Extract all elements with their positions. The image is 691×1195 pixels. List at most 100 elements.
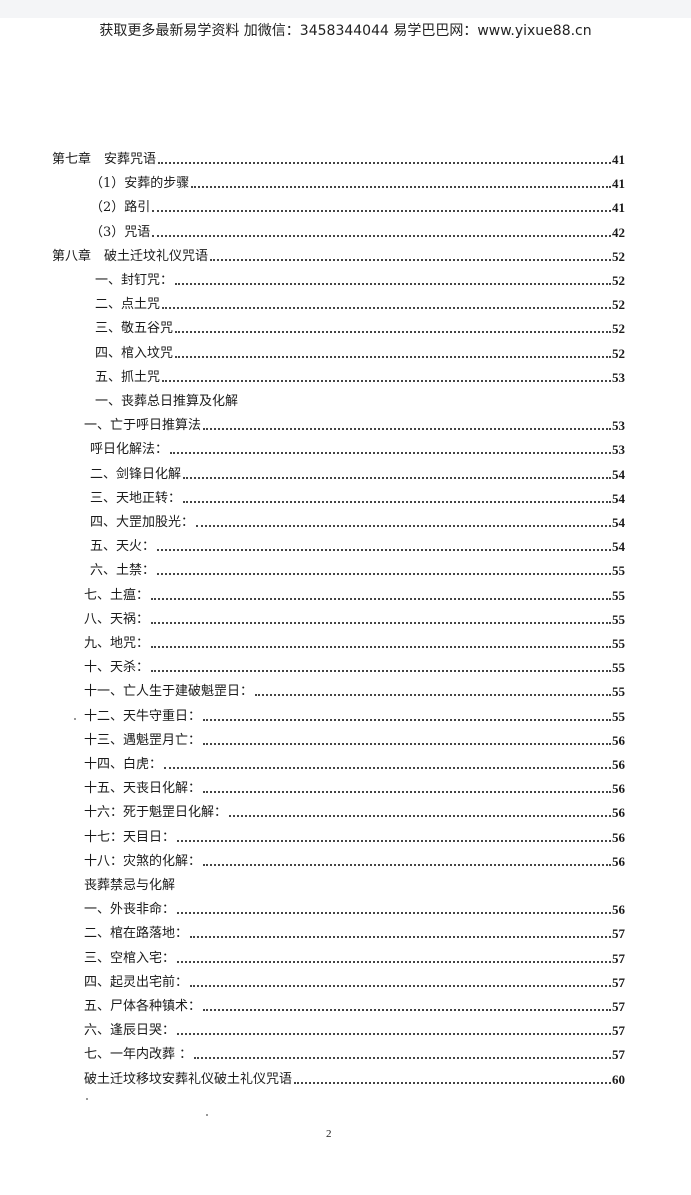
toc-entry-page: 57 — [612, 999, 625, 1014]
leader-dots — [157, 549, 611, 552]
leader-dots — [255, 694, 611, 697]
toc-entry-title: 十一、亡人生于建破魁罡日： — [84, 684, 254, 700]
leader-dots — [157, 573, 611, 576]
toc-entry[interactable]: 三、空棺入宅： 57 — [84, 949, 625, 969]
toc-entry[interactable]: 第七章 安葬咒语 41 — [52, 150, 625, 170]
toc-entry[interactable]: 七、土瘟： 55 — [84, 586, 625, 606]
toc-entry[interactable]: 四、起灵出宅前： 57 — [84, 973, 625, 993]
toc-entry[interactable]: 五、天火： 54 — [90, 537, 625, 557]
toc-entry-title: 七、一年内改葬 ： — [84, 1047, 193, 1063]
toc-entry[interactable]: （2）路引 41 — [90, 198, 625, 218]
watermark-header: 获取更多最新易学资料 加微信：3458344044 易学巴巴网：www.yixu… — [99, 23, 592, 39]
toc-entry[interactable]: 七、一年内改葬 ： 57 — [84, 1045, 625, 1065]
leader-dots — [170, 452, 611, 455]
toc-entry[interactable]: 丧葬禁忌与化解 — [84, 876, 625, 896]
toc-entry-title: 一、外丧非命： — [84, 902, 176, 918]
toc-entry-title: （3）咒语 — [90, 224, 151, 240]
leader-dots — [151, 597, 611, 600]
leader-dots — [175, 331, 611, 334]
toc-entry[interactable]: 一、丧葬总日推算及化解 — [95, 392, 625, 412]
leader-dots — [162, 307, 611, 310]
toc-entry[interactable]: 第八章 破土迁坟礼仪咒语 52 — [52, 247, 625, 267]
top-bar — [0, 0, 691, 18]
leader-dots — [203, 742, 611, 745]
toc-entry[interactable]: 六、土禁： 55 — [90, 561, 625, 581]
toc-entry-title: 四、棺入坟咒 — [95, 345, 174, 361]
leader-dots — [190, 936, 611, 939]
toc-entry[interactable]: 八、天祸： 55 — [84, 610, 625, 630]
toc-entry-title: （2）路引 — [90, 200, 151, 216]
toc-entry-title: 一、丧葬总日推算及化解 — [95, 394, 239, 409]
toc-entry[interactable]: 十七：天目日： 56 — [84, 828, 625, 848]
toc-entry[interactable]: 十四、白虎： 56 — [84, 755, 625, 775]
toc-entry-page: 56 — [612, 805, 625, 821]
toc-entry-title: 十二、天牛守重日： — [84, 708, 202, 724]
toc-entry-page: 52 — [612, 345, 625, 361]
leader-dots — [177, 960, 611, 963]
toc-entry[interactable]: 十三、遇魁罡月亡： 56 — [84, 731, 625, 751]
leader-dots — [194, 1057, 611, 1060]
toc-entry-page: 55 — [612, 708, 625, 724]
leader-dots — [164, 767, 611, 769]
toc-entry[interactable]: 十六：死于魁罡日化解： 56 — [84, 803, 625, 823]
toc-entry[interactable]: 二、点土咒 52 — [95, 295, 625, 315]
leader-dots — [203, 1009, 611, 1011]
toc-entry[interactable]: 一、封钉咒： 52 — [95, 271, 625, 291]
toc-entry-title: 第七章 安葬咒语 — [52, 152, 157, 167]
toc-entry[interactable]: （3）咒语 42 — [90, 223, 625, 243]
toc-entry[interactable]: 十八：灾煞的化解： 56 — [84, 852, 625, 872]
toc-entry-title: 破土迁坟移坟安葬礼仪破土礼仪咒语 — [84, 1071, 293, 1087]
toc-entry-title: （1）安葬的步骤 — [90, 176, 190, 192]
toc-entry-title: 三、空棺入宅： — [84, 950, 176, 966]
toc-entry[interactable]: 十一、亡人生于建破魁罡日： 55 — [84, 682, 625, 702]
toc-entry[interactable]: 五、抓土咒 53 — [95, 368, 625, 388]
toc-entry[interactable]: 三、敬五谷咒 52 — [95, 319, 625, 339]
toc-entry[interactable]: 一、亡于呼日推算法 53 — [84, 416, 625, 436]
toc-entry[interactable]: （1）安葬的步骤 41 — [90, 174, 625, 194]
toc-entry[interactable]: 一、外丧非命： 56 — [84, 900, 625, 920]
toc-entry[interactable]: 十、天杀： 55 — [84, 658, 625, 678]
toc-entry[interactable]: 六、逢辰日哭： 57 — [84, 1021, 625, 1041]
toc-entry[interactable]: 破土迁坟移坟安葬礼仪破土礼仪咒语 60 — [84, 1070, 625, 1090]
scan-speck — [74, 718, 76, 720]
toc-entry-title: 八、天祸： — [84, 611, 150, 627]
leader-dots — [151, 670, 611, 673]
toc-entry-title: 五、天火： — [90, 539, 156, 555]
toc-entry-page: 55 — [612, 636, 625, 651]
toc-entry[interactable]: 二、剑锋日化解 54 — [90, 465, 625, 485]
toc-entry-page: 53 — [612, 418, 625, 434]
toc-entry-page: 41 — [612, 176, 625, 192]
toc-entry-title: 五、尸体各种镇术： — [84, 999, 202, 1014]
toc-entry-title: 六、逢辰日哭： — [84, 1023, 176, 1039]
leader-dots — [196, 525, 611, 527]
toc-entry-title: 二、棺在路落地： — [84, 926, 189, 942]
leader-dots — [175, 283, 611, 285]
toc-entry-page: 55 — [612, 587, 625, 603]
toc-entry[interactable]: 三、天地正转： 54 — [90, 489, 625, 509]
toc-entry[interactable]: 十五、天丧日化解： 56 — [84, 779, 625, 799]
toc-entry-page: 55 — [612, 611, 625, 627]
toc-entry[interactable]: 五、尸体各种镇术： 57 — [84, 997, 625, 1017]
toc-entry-page: 57 — [612, 926, 625, 942]
toc-entry-page: 53 — [612, 442, 625, 458]
toc-entry[interactable]: 十二、天牛守重日： 55 — [84, 707, 625, 727]
toc-entry-page: 57 — [612, 950, 625, 966]
toc-entry-title: 九、地咒： — [84, 636, 150, 651]
leader-dots — [203, 791, 611, 794]
toc-entry[interactable]: 四、大罡加股光： 54 — [90, 513, 625, 533]
leader-dots — [203, 428, 611, 431]
leader-dots — [158, 162, 611, 164]
leader-dots — [162, 379, 611, 382]
leader-dots — [152, 234, 611, 237]
toc-entry[interactable]: 呼日化解法： 53 — [90, 440, 625, 460]
leader-dots — [210, 258, 611, 261]
toc-entry-page: 56 — [612, 902, 625, 918]
leader-dots — [152, 210, 611, 213]
toc-entry-title: 十五、天丧日化解： — [84, 781, 202, 797]
toc-entry[interactable]: 九、地咒： 55 — [84, 634, 625, 654]
leader-dots — [151, 621, 611, 624]
toc-entry[interactable]: 二、棺在路落地： 57 — [84, 924, 625, 944]
toc-entry[interactable]: 四、棺入坟咒 52 — [95, 344, 625, 364]
page-number: 2 — [326, 1128, 332, 1140]
toc-entry-title: 六、土禁： — [90, 563, 156, 579]
